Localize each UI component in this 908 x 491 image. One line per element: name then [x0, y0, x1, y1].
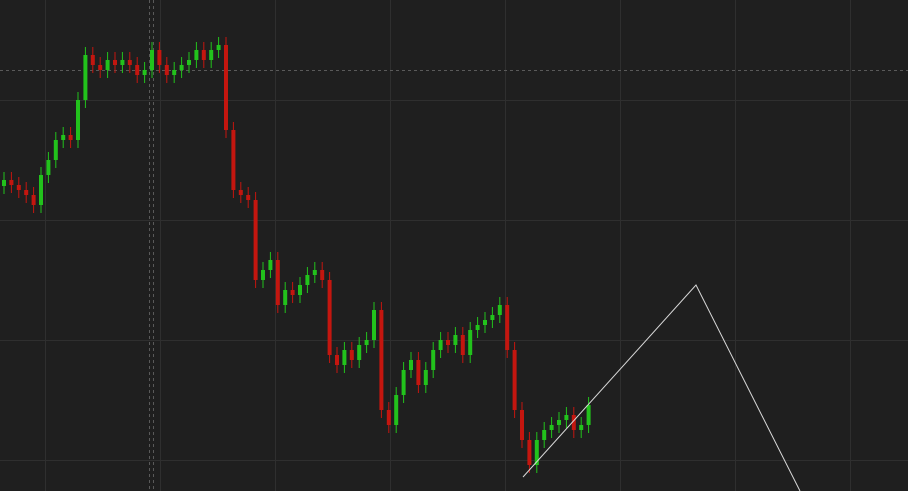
- candle-body: [438, 340, 443, 350]
- candle-body: [372, 310, 376, 340]
- candle-body: [172, 70, 177, 75]
- candle-body: [468, 330, 473, 355]
- candle-body: [238, 190, 243, 195]
- trend-drawing: [522, 284, 801, 491]
- candle-body: [298, 285, 302, 295]
- candle-body: [475, 325, 480, 330]
- candle-body: [416, 360, 421, 385]
- candle-body: [564, 415, 569, 420]
- candle-body: [31, 195, 36, 205]
- candle-body: [490, 315, 495, 320]
- candle-body: [275, 260, 280, 305]
- candle-body: [135, 65, 140, 75]
- candle-body: [527, 440, 532, 465]
- candle-body: [305, 275, 310, 285]
- candle-body: [150, 50, 154, 70]
- candle-body: [579, 425, 584, 430]
- candle-body: [483, 320, 487, 325]
- candle-body: [246, 195, 251, 200]
- candle-body: [39, 175, 43, 205]
- candle-body: [394, 395, 399, 425]
- candle-body: [320, 270, 325, 280]
- candle-body: [549, 425, 554, 430]
- candle-body: [386, 410, 391, 425]
- candle-body: [379, 310, 384, 410]
- candle-body: [312, 270, 317, 275]
- candle-body: [401, 370, 406, 395]
- candle-body: [290, 290, 295, 295]
- candle-body: [542, 430, 547, 440]
- candle-body: [105, 60, 110, 70]
- candle-body: [364, 340, 369, 345]
- candle-body: [283, 290, 288, 305]
- candle-body: [61, 135, 66, 140]
- candle-body: [216, 45, 221, 50]
- candle-body: [46, 160, 51, 175]
- candle-body: [261, 270, 265, 280]
- candle-body: [142, 70, 147, 75]
- candle-body: [76, 100, 80, 140]
- candle-body: [209, 50, 214, 60]
- candle-body: [113, 60, 117, 65]
- candle-body: [268, 260, 273, 270]
- candle-body: [16, 185, 21, 190]
- candle-body: [157, 50, 162, 65]
- candles: [2, 37, 591, 473]
- candle-body: [179, 65, 184, 70]
- candle-body: [357, 345, 362, 360]
- candle-body: [224, 45, 228, 130]
- candle-body: [83, 55, 88, 100]
- candle-body: [512, 350, 517, 410]
- candle-body: [431, 350, 436, 370]
- candle-body: [187, 60, 191, 65]
- candle-body: [586, 405, 591, 425]
- candle-body: [520, 410, 524, 440]
- candle-body: [342, 350, 347, 365]
- candle-body: [98, 65, 103, 70]
- candle-body: [460, 335, 465, 355]
- candle-body: [409, 360, 413, 370]
- candle-body: [335, 355, 339, 365]
- candle-body: [557, 420, 561, 425]
- candle-body: [571, 415, 576, 430]
- candle-body: [423, 370, 428, 385]
- candle-body: [201, 50, 206, 60]
- candle-body: [231, 130, 236, 190]
- candle-body: [505, 305, 510, 350]
- candle-body: [9, 180, 14, 185]
- candle-body: [120, 60, 125, 65]
- candle-body: [53, 140, 58, 160]
- candle-body: [327, 280, 332, 355]
- candle-body: [497, 305, 502, 315]
- candle-body: [446, 340, 450, 345]
- candle-body: [68, 135, 73, 140]
- candle-body: [194, 50, 199, 60]
- candle-body: [127, 60, 132, 65]
- candle-body: [453, 335, 458, 345]
- candle-body: [2, 180, 6, 186]
- candle-body: [164, 65, 169, 75]
- candle-body: [90, 55, 95, 65]
- candle-body: [24, 190, 29, 195]
- candle-body: [349, 350, 354, 360]
- candle-body: [253, 200, 258, 280]
- candle-body: [534, 440, 539, 465]
